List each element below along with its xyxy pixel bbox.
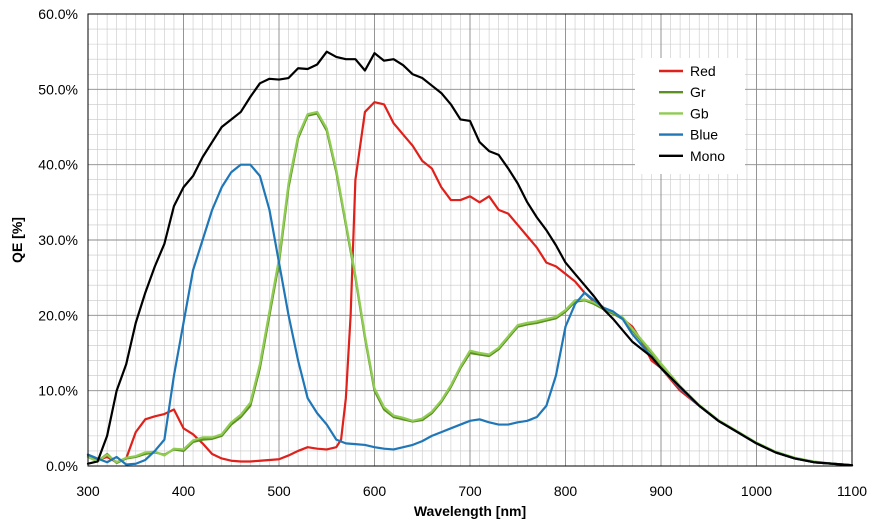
y-tick-label: 30.0%: [38, 232, 78, 248]
y-tick-label: 0.0%: [46, 458, 78, 474]
series-line-blue: [86, 163, 854, 467]
y-tick-label: 50.0%: [38, 81, 78, 97]
legend-label-blue: Blue: [690, 127, 718, 143]
y-tick-labels: 0.0% 10.0% 20.0% 30.0% 40.0% 50.0% 60.0%: [38, 6, 78, 474]
x-axis-title: Wavelength [nm]: [414, 503, 526, 519]
x-tick-label: 500: [267, 483, 291, 499]
y-tick-label: 10.0%: [38, 383, 78, 399]
x-tick-label: 1100: [837, 483, 867, 499]
y-tick-label: 60.0%: [38, 6, 78, 22]
legend-label-gr: Gr: [690, 84, 706, 100]
x-tick-label: 600: [363, 483, 387, 499]
x-tick-label: 300: [76, 483, 100, 499]
series-layer: [86, 50, 854, 467]
legend-box: [635, 58, 745, 174]
y-tick-label: 40.0%: [38, 157, 78, 173]
x-tick-label: 800: [554, 483, 578, 499]
legend: Red Gr Gb Blue Mono: [635, 58, 745, 174]
legend-label-mono: Mono: [690, 148, 725, 164]
x-tick-label: 1000: [741, 483, 772, 499]
series-line-mono: [86, 50, 854, 467]
y-tick-label: 20.0%: [38, 307, 78, 323]
y-axis-title: QE [%]: [9, 217, 25, 263]
legend-label-gb: Gb: [690, 105, 709, 121]
series-line-gb: [86, 110, 854, 467]
legend-label-red: Red: [690, 63, 716, 79]
x-tick-label: 900: [649, 483, 673, 499]
x-tick-label: 700: [458, 483, 482, 499]
plot-frame: [87, 13, 853, 467]
x-tick-label: 400: [172, 483, 196, 499]
x-tick-labels: 300 400 500 600 700 800 900 1000 1100: [76, 483, 867, 499]
